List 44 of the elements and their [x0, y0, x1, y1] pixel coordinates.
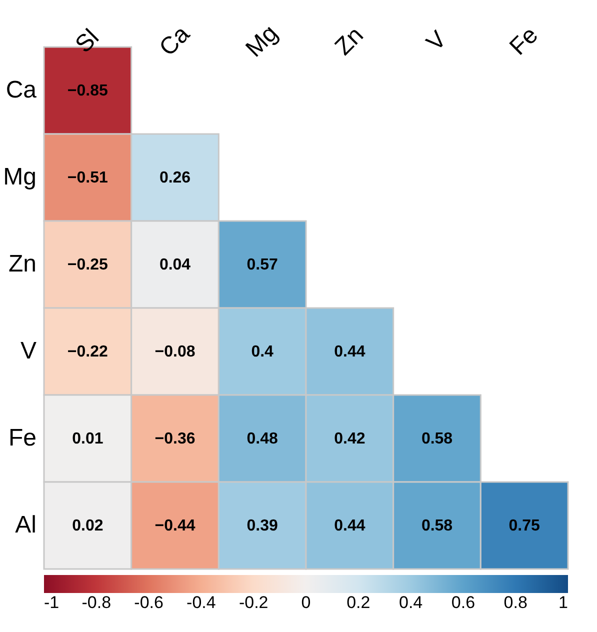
data-label: 0.42 — [334, 430, 366, 448]
data-label: 0.4 — [251, 344, 274, 360]
data-label: −0.36 — [154, 430, 196, 448]
data-label: −0.85 — [67, 82, 108, 100]
y-tick-label: Mg — [3, 164, 36, 190]
data-label: 0.44 — [334, 518, 366, 534]
color-bar-label: -0.8 — [82, 593, 112, 612]
data-label: −0.22 — [67, 344, 108, 360]
x-tick-label: Fe — [504, 22, 544, 61]
data-label: −0.51 — [67, 170, 108, 186]
data-label: −0.25 — [67, 256, 108, 274]
color-bar-label: 0.4 — [398, 593, 423, 612]
color-bar-label: 0.6 — [451, 593, 476, 612]
data-label: 0.44 — [334, 344, 366, 360]
y-tick-label: Fe — [8, 424, 36, 452]
color-bar-label: -1 — [44, 593, 60, 612]
y-tick-label: Ca — [6, 76, 38, 104]
color-bar-label: 1 — [558, 593, 568, 612]
color-bar-label: -0.4 — [186, 593, 216, 612]
data-label: −0.08 — [154, 344, 196, 360]
data-label: 0.04 — [159, 256, 191, 274]
data-label: 0.39 — [246, 518, 278, 534]
color-bar-label: -0.6 — [134, 593, 164, 612]
y-tick-label: Al — [15, 512, 36, 538]
data-label: 0.58 — [421, 430, 453, 448]
x-tick-label: Sl — [70, 24, 104, 58]
x-tick-label: Ca — [154, 20, 196, 62]
color-bar-label: 0.2 — [346, 593, 370, 612]
y-tick-label: V — [20, 338, 36, 364]
color-bar-label: -0.2 — [238, 593, 268, 612]
data-label: −0.44 — [154, 518, 196, 534]
data-label: 0.75 — [508, 518, 540, 534]
data-label: 0.57 — [246, 256, 278, 274]
x-tick-label: Zn — [330, 22, 369, 61]
x-tick-label: V — [421, 26, 452, 56]
color-bar-label: 0 — [301, 593, 311, 612]
data-label: 0.48 — [246, 430, 278, 448]
data-label: 0.01 — [72, 430, 104, 448]
data-label: 0.26 — [159, 170, 191, 186]
y-tick-label: Zn — [8, 250, 36, 278]
data-label: 0.58 — [421, 518, 453, 534]
x-tick-label: Mg — [240, 20, 284, 62]
data-label: 0.02 — [72, 518, 104, 534]
color-bar-label: 0.8 — [504, 593, 528, 612]
